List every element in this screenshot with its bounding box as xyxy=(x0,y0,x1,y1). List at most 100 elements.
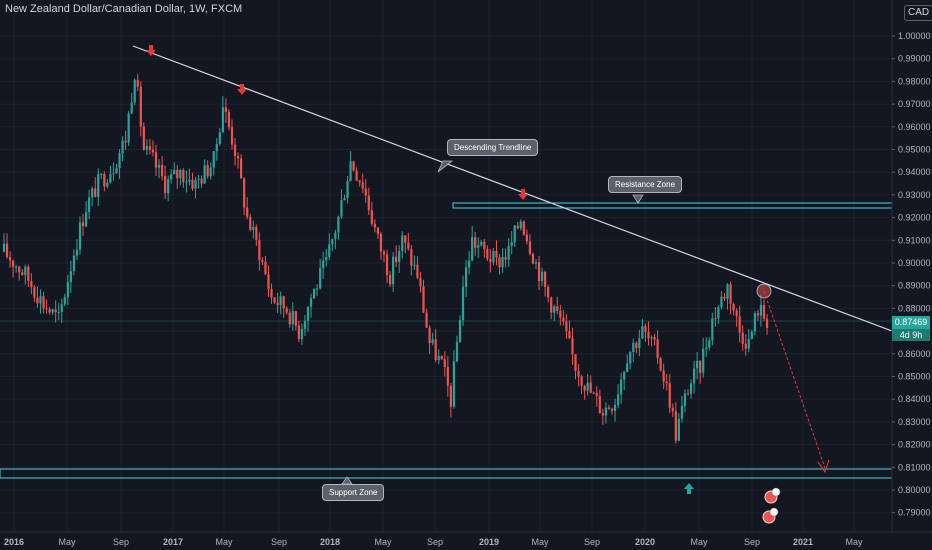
candle-body xyxy=(613,404,617,411)
candle-body xyxy=(227,111,231,128)
y-tick-label: 0.94000 xyxy=(898,167,931,177)
x-tick-label: May xyxy=(58,537,76,547)
price-axis-panel[interactable] xyxy=(892,0,932,532)
candle-body xyxy=(109,174,112,183)
candle-body xyxy=(294,311,297,326)
candle-body xyxy=(2,243,6,252)
candle-body xyxy=(723,296,726,299)
candle-body xyxy=(461,286,465,321)
candle-body xyxy=(699,360,702,373)
candle-body xyxy=(495,250,498,258)
candle-body xyxy=(5,243,9,258)
candle-body xyxy=(45,308,48,310)
y-tick-label: 0.81000 xyxy=(898,462,931,472)
candle-body xyxy=(97,173,100,198)
candle-body xyxy=(264,261,267,275)
time-axis-panel[interactable] xyxy=(0,532,892,550)
candle-body xyxy=(711,318,714,341)
support-zone[interactable] xyxy=(0,468,893,479)
event-marker-icon[interactable] xyxy=(769,507,779,517)
descending-trendline[interactable] xyxy=(132,45,925,344)
candle-body xyxy=(689,383,693,394)
candle-body xyxy=(230,127,234,145)
candle-body xyxy=(738,316,741,333)
y-tick-label: 0.89000 xyxy=(898,281,931,291)
candle-body xyxy=(282,296,285,309)
projection-line xyxy=(763,290,826,469)
last-price-badge: 0.87469 xyxy=(892,316,930,329)
candle-body xyxy=(124,140,127,143)
y-tick-label: 0.99000 xyxy=(898,54,931,64)
candle-body xyxy=(51,309,54,313)
candle-body xyxy=(513,225,516,243)
candle-body xyxy=(279,296,282,306)
candle-body xyxy=(176,169,179,179)
candle-body xyxy=(115,168,118,174)
up-arrow-icon xyxy=(684,483,694,494)
candle-body xyxy=(249,216,252,231)
candle-body xyxy=(206,165,209,177)
candle-body xyxy=(565,321,568,332)
candle-body xyxy=(398,250,401,263)
candle-body xyxy=(449,385,452,407)
candle-body xyxy=(331,238,334,245)
candle-body xyxy=(142,126,145,150)
candle-body xyxy=(84,212,88,227)
down-arrow-icon xyxy=(146,45,156,56)
candle-body xyxy=(255,227,258,240)
y-tick-label: 0.84000 xyxy=(898,394,931,404)
grid-lines xyxy=(0,0,892,532)
candle-body xyxy=(604,407,608,416)
candle-body xyxy=(762,304,766,319)
candle-body xyxy=(203,165,206,184)
candle-body xyxy=(291,311,294,325)
x-tick-label: 2020 xyxy=(635,537,655,547)
candle-body xyxy=(404,235,407,243)
candle-body xyxy=(361,182,364,189)
candle-body xyxy=(677,418,680,441)
event-marker-icon[interactable] xyxy=(771,487,781,497)
candle-body xyxy=(182,169,185,183)
candle-body xyxy=(416,264,419,278)
resistance-callout[interactable]: Resistance Zone xyxy=(608,176,683,193)
candle-body xyxy=(224,107,228,112)
x-tick-label: May xyxy=(531,537,549,547)
x-tick-label: Sep xyxy=(271,537,287,547)
trendline-callout[interactable]: Descending Trendline xyxy=(447,139,539,156)
candle-body xyxy=(556,306,559,311)
candle-body xyxy=(589,382,592,393)
price-axis: 1.00000 0.99000 0.98000 0.97000 0.96000 0.950… xyxy=(892,31,931,518)
candle-body xyxy=(410,248,413,266)
candle-body xyxy=(57,312,60,314)
y-tick-label: 0.88000 xyxy=(898,303,931,313)
projection-arrow xyxy=(756,283,830,474)
support-callout[interactable]: Support Zone xyxy=(322,484,385,501)
candle-body xyxy=(236,156,240,159)
candle-body xyxy=(300,328,304,340)
candle-body xyxy=(66,282,69,298)
candle-body xyxy=(188,179,191,182)
candle-body xyxy=(392,256,395,285)
candle-body xyxy=(537,262,541,282)
candle-body xyxy=(133,79,136,103)
candle-body xyxy=(477,245,480,248)
candle-body xyxy=(629,351,632,364)
currency-badge[interactable]: CAD xyxy=(904,5,932,21)
candle-body xyxy=(72,255,76,272)
candle-body xyxy=(641,326,644,339)
x-tick-label: 2021 xyxy=(793,537,813,547)
candle-body xyxy=(139,86,142,127)
candle-body xyxy=(714,318,717,320)
candle-body xyxy=(288,312,291,325)
down-arrow-icon xyxy=(518,189,528,200)
y-tick-label: 0.80000 xyxy=(898,485,931,495)
candle-body xyxy=(221,107,224,133)
candle-body xyxy=(343,197,346,201)
candle-body xyxy=(130,102,133,114)
candle-body xyxy=(471,237,474,261)
candle-body xyxy=(559,310,562,318)
candle-body xyxy=(30,280,33,288)
candle-body xyxy=(170,174,173,180)
resistance-zone[interactable] xyxy=(452,202,893,209)
